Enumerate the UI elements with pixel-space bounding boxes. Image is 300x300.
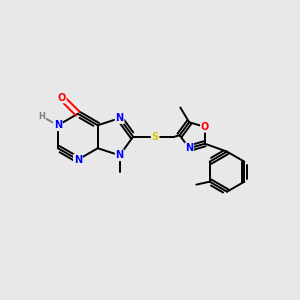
Text: N: N xyxy=(116,150,124,160)
Text: O: O xyxy=(201,122,209,132)
Text: N: N xyxy=(54,120,62,130)
Text: N: N xyxy=(74,155,82,165)
Text: N: N xyxy=(185,143,193,153)
Text: N: N xyxy=(116,113,124,123)
Text: O: O xyxy=(58,93,66,103)
Text: H: H xyxy=(38,112,45,121)
Text: S: S xyxy=(152,132,159,142)
